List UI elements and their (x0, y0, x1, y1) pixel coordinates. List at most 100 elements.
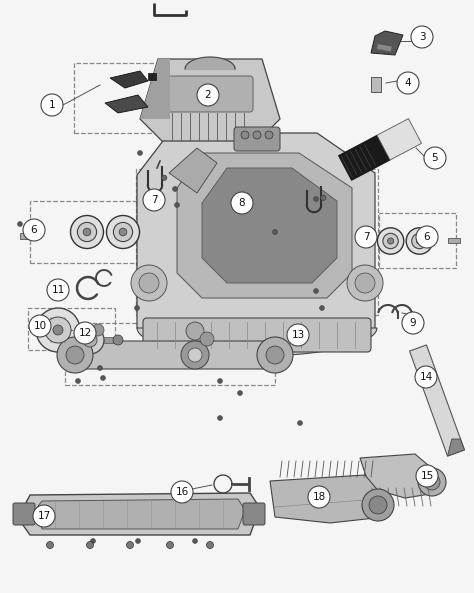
Polygon shape (169, 148, 217, 193)
Polygon shape (177, 153, 352, 298)
Circle shape (74, 322, 96, 344)
Circle shape (92, 324, 104, 336)
Circle shape (319, 305, 325, 311)
Circle shape (83, 228, 91, 236)
Circle shape (75, 378, 81, 384)
Circle shape (83, 333, 97, 347)
Circle shape (18, 222, 22, 227)
Polygon shape (202, 168, 337, 283)
Circle shape (107, 215, 139, 248)
Bar (80, 326, 98, 334)
Polygon shape (140, 59, 170, 119)
Circle shape (131, 265, 167, 301)
Circle shape (137, 151, 143, 155)
Circle shape (171, 481, 193, 503)
Circle shape (197, 84, 219, 106)
Circle shape (23, 219, 45, 241)
Bar (104, 337, 118, 343)
Polygon shape (137, 328, 377, 356)
Text: 17: 17 (37, 511, 51, 521)
Text: 6: 6 (31, 225, 37, 235)
Bar (136, 169, 378, 315)
Text: 11: 11 (51, 285, 64, 295)
Bar (30, 201, 175, 263)
Text: 8: 8 (239, 198, 246, 208)
Circle shape (139, 273, 159, 293)
Circle shape (257, 337, 293, 373)
Circle shape (181, 341, 209, 369)
Circle shape (135, 305, 139, 311)
Text: 14: 14 (419, 372, 433, 382)
Circle shape (308, 486, 330, 508)
Bar (377, 44, 392, 52)
Circle shape (100, 375, 106, 381)
Bar (371, 77, 381, 92)
Circle shape (91, 538, 95, 544)
Circle shape (47, 279, 69, 301)
Polygon shape (35, 499, 245, 529)
Circle shape (383, 233, 398, 248)
Circle shape (98, 365, 102, 371)
Circle shape (415, 366, 437, 388)
Circle shape (119, 228, 127, 236)
Circle shape (418, 468, 446, 496)
Circle shape (377, 228, 404, 254)
Circle shape (355, 273, 375, 293)
Bar (74, 63, 198, 133)
Text: 5: 5 (432, 153, 438, 163)
Circle shape (71, 215, 103, 248)
Circle shape (86, 541, 93, 549)
Circle shape (113, 222, 133, 241)
Circle shape (424, 147, 446, 169)
Circle shape (406, 228, 433, 254)
Circle shape (192, 538, 198, 544)
Circle shape (416, 465, 438, 487)
Polygon shape (377, 119, 421, 160)
Circle shape (369, 496, 387, 514)
Polygon shape (410, 345, 465, 456)
Text: 13: 13 (292, 330, 305, 340)
FancyBboxPatch shape (71, 341, 279, 369)
Polygon shape (360, 454, 435, 498)
Circle shape (265, 131, 273, 139)
Text: 15: 15 (420, 471, 434, 481)
Polygon shape (338, 135, 390, 180)
Circle shape (143, 189, 165, 211)
Polygon shape (371, 31, 403, 55)
Circle shape (127, 541, 134, 549)
Circle shape (416, 238, 422, 244)
Bar (448, 238, 460, 243)
Circle shape (33, 505, 55, 527)
Circle shape (57, 337, 93, 373)
Circle shape (313, 289, 319, 294)
Circle shape (218, 416, 222, 420)
Circle shape (355, 226, 377, 248)
Circle shape (388, 238, 394, 244)
Bar (379, 213, 456, 268)
Circle shape (200, 332, 214, 346)
Polygon shape (137, 133, 375, 348)
Circle shape (273, 229, 277, 234)
Circle shape (162, 175, 167, 180)
Circle shape (29, 315, 51, 337)
Circle shape (298, 420, 302, 426)
Circle shape (362, 489, 394, 521)
Text: 2: 2 (205, 90, 211, 100)
Circle shape (313, 196, 319, 202)
Text: 6: 6 (424, 232, 430, 242)
Text: 3: 3 (419, 32, 425, 42)
Bar (28, 308, 115, 350)
Text: 18: 18 (312, 492, 326, 502)
Circle shape (411, 26, 433, 48)
Circle shape (36, 308, 80, 352)
Polygon shape (18, 493, 260, 535)
Polygon shape (105, 95, 148, 113)
Text: 4: 4 (405, 78, 411, 88)
Circle shape (397, 72, 419, 94)
Circle shape (287, 324, 309, 346)
Bar (65, 323, 275, 385)
FancyBboxPatch shape (234, 127, 280, 151)
Bar (20, 233, 34, 239)
FancyBboxPatch shape (13, 503, 35, 525)
Text: 1: 1 (49, 100, 55, 110)
